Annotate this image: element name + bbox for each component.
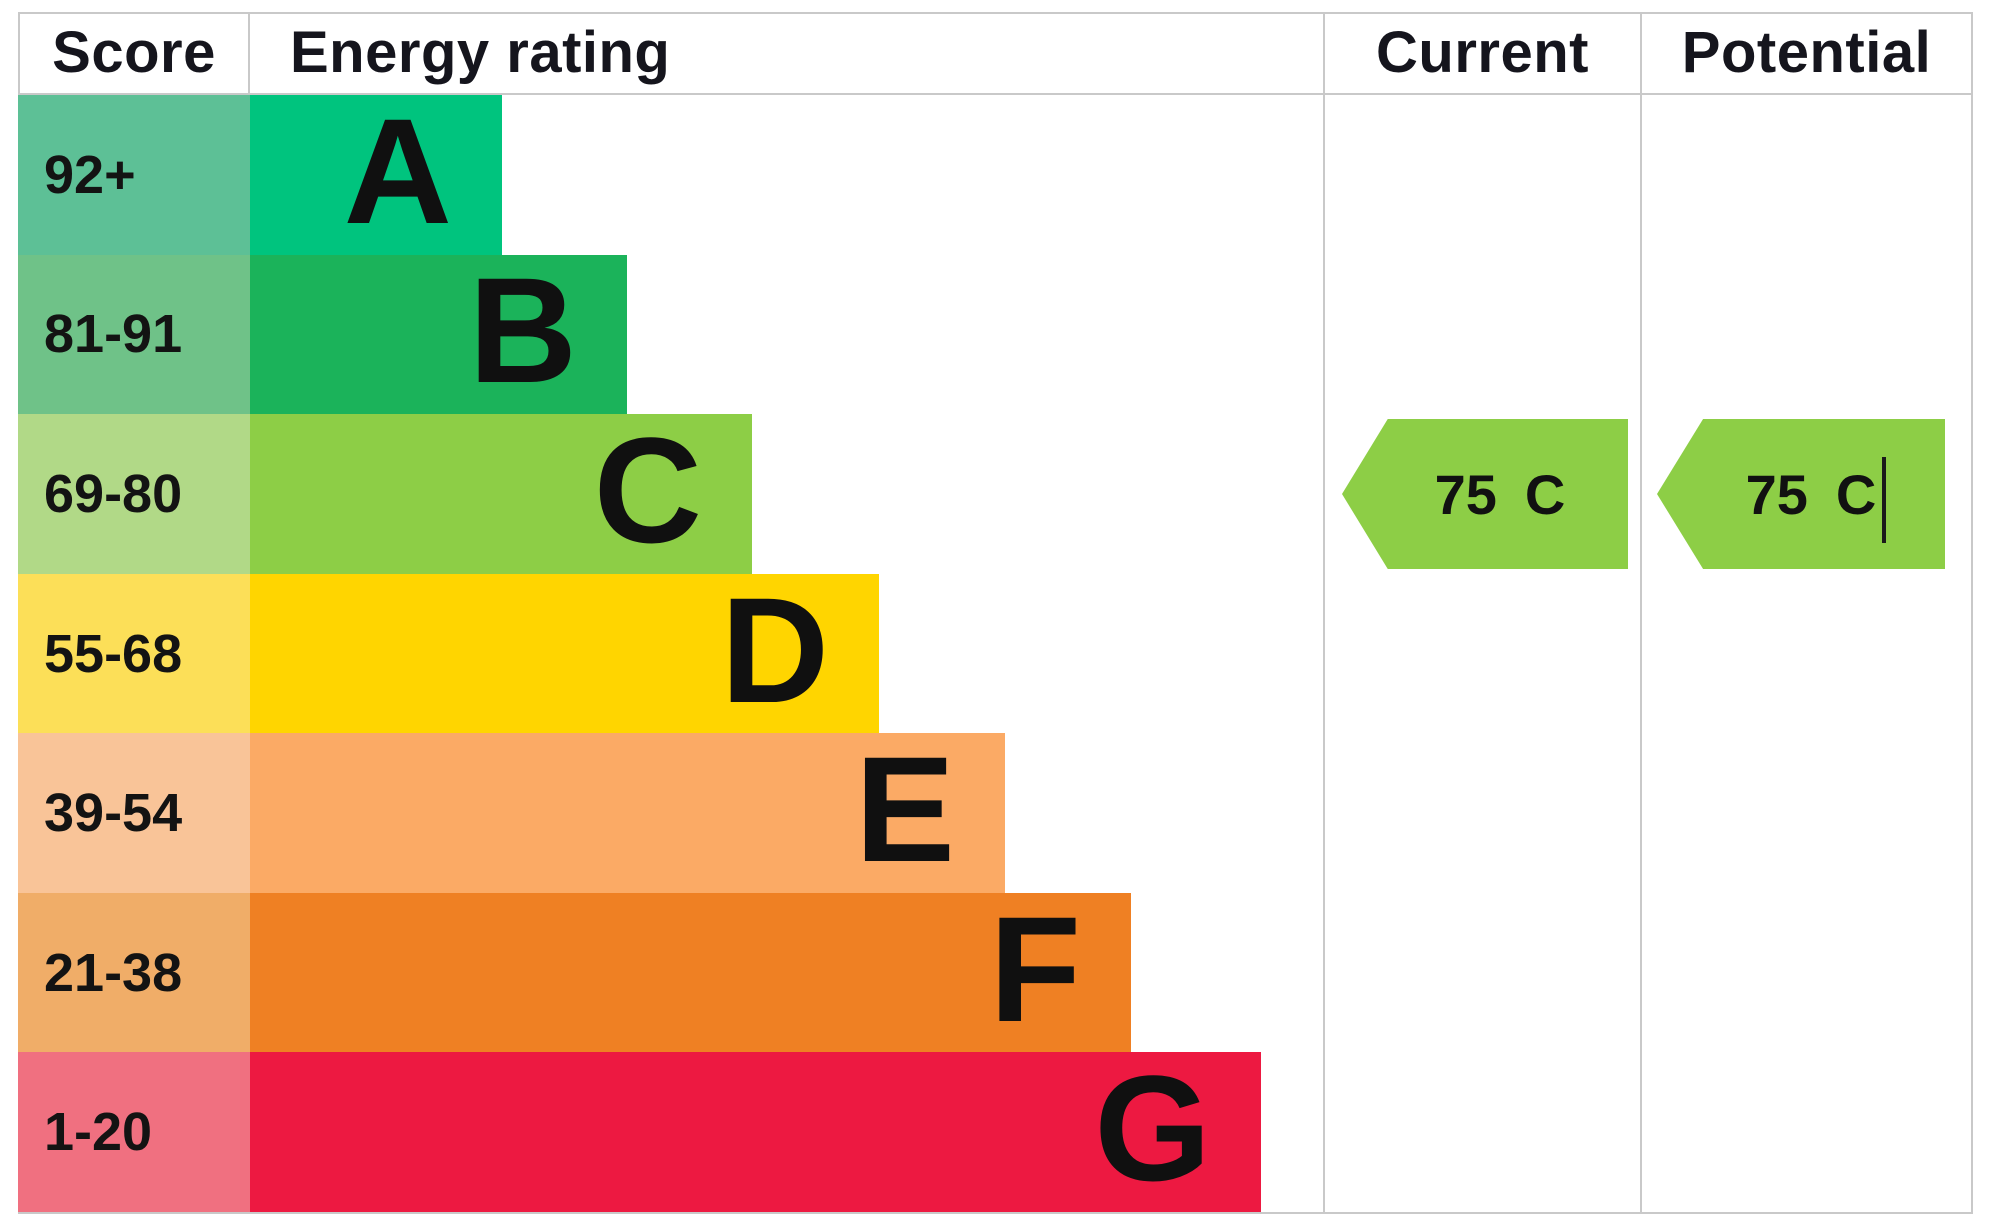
band-score-range: 81-91 (18, 254, 250, 415)
band-bar: C (250, 414, 752, 574)
band-bar: A (250, 95, 502, 255)
current-column-border (1323, 12, 1325, 1214)
band-grade-letter: C (593, 405, 702, 574)
rating-bands: 92+ A 81-91 B 69-80 C 55-68 D 39-54 E 21… (18, 95, 1973, 1213)
band-grade-letter: G (1094, 1044, 1211, 1213)
table-right-border (1971, 12, 1973, 1214)
current-rating-label: 75 C (1435, 462, 1566, 527)
rating-band-row: 55-68 D (18, 565, 1973, 734)
potential-rating-grade: C (1835, 462, 1877, 526)
potential-column-header: Potential (1681, 20, 1932, 85)
potential-rating-arrow: 75 C (1657, 419, 1945, 569)
rating-band-row: 81-91 B (18, 246, 1973, 415)
band-bar: G (250, 1044, 1261, 1213)
band-score-range: 69-80 (18, 414, 250, 574)
band-bar: D (250, 565, 879, 734)
current-rating-arrow: 75 C (1342, 419, 1628, 569)
band-grade-letter: D (720, 565, 829, 734)
band-score-range: 92+ (18, 95, 250, 255)
rating-band-row: 39-54 E (18, 733, 1973, 893)
rating-band-row: 69-80 C (18, 414, 1973, 574)
rating-band-row: 1-20 G (18, 1044, 1973, 1213)
potential-column-border (1640, 12, 1642, 1214)
band-bar: B (250, 246, 627, 415)
energy-rating-column-header: Energy rating (290, 20, 671, 85)
band-score-range: 39-54 (18, 733, 250, 893)
band-score-range: 1-20 (18, 1052, 250, 1213)
current-rating-value: 75 (1434, 462, 1497, 526)
current-rating-grade: C (1524, 462, 1566, 526)
current-column-header: Current (1376, 20, 1589, 85)
band-grade-letter: A (343, 86, 452, 255)
band-bar: E (250, 733, 1005, 893)
table-top-border (18, 12, 1973, 14)
text-caret (1882, 457, 1887, 543)
band-grade-letter: B (468, 246, 577, 415)
band-score-range: 21-38 (18, 892, 250, 1053)
potential-rating-label: 75 C (1745, 451, 1887, 543)
score-column-header-border (248, 12, 250, 93)
band-grade-letter: E (854, 725, 955, 894)
band-bar: F (250, 884, 1131, 1053)
table-bottom-border (18, 1212, 1973, 1214)
potential-rating-value: 75 (1745, 462, 1808, 526)
rating-band-row: 21-38 F (18, 884, 1973, 1053)
band-score-range: 55-68 (18, 573, 250, 734)
rating-band-row: 92+ A (18, 95, 1973, 255)
header-bottom-border (18, 93, 1973, 95)
band-grade-letter: F (989, 884, 1081, 1053)
score-column-header: Score (52, 20, 216, 85)
